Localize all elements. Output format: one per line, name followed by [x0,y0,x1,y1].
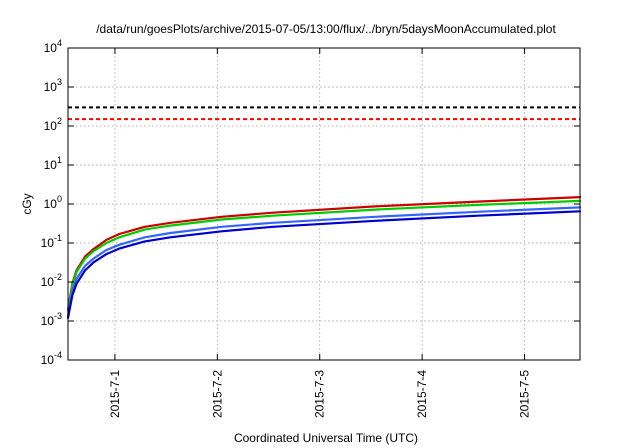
y-axis-label: cGy [20,193,34,214]
y-axis-ticks: 10-4 10-3 10-2 10-1 100 101 102 103 104 [41,38,580,367]
y-tick-label: 10-1 [41,233,62,250]
series-lines [66,196,582,319]
y-tick-label: 10-4 [41,350,62,367]
threshold-lines [68,106,580,121]
x-tick-label: 2015-7-5 [518,370,532,418]
y-tick-label: 102 [44,116,62,133]
series-line [66,210,582,319]
chart-title: /data/run/goesPlots/archive/2015-07-05/1… [96,22,556,36]
y-tick-label: 10-2 [41,272,62,289]
series-line [66,199,582,313]
x-tick-label: 2015-7-2 [210,370,224,418]
x-tick-label: 2015-7-1 [108,370,122,418]
x-tick-label: 2015-7-4 [415,370,429,418]
series-line [66,206,582,317]
y-tick-label: 103 [44,77,62,94]
x-axis-ticks: 2015-7-1 2015-7-2 2015-7-3 2015-7-4 2015-7-5 [108,48,532,418]
y-tick-label: 104 [44,38,62,55]
x-axis-label: Coordinated Universal Time (UTC) [234,431,418,445]
y-tick-label: 101 [44,155,62,172]
y-tick-label: 100 [44,194,62,211]
gridlines [68,48,580,360]
y-tick-label: 10-3 [41,311,62,328]
x-tick-label: 2015-7-3 [313,370,327,418]
